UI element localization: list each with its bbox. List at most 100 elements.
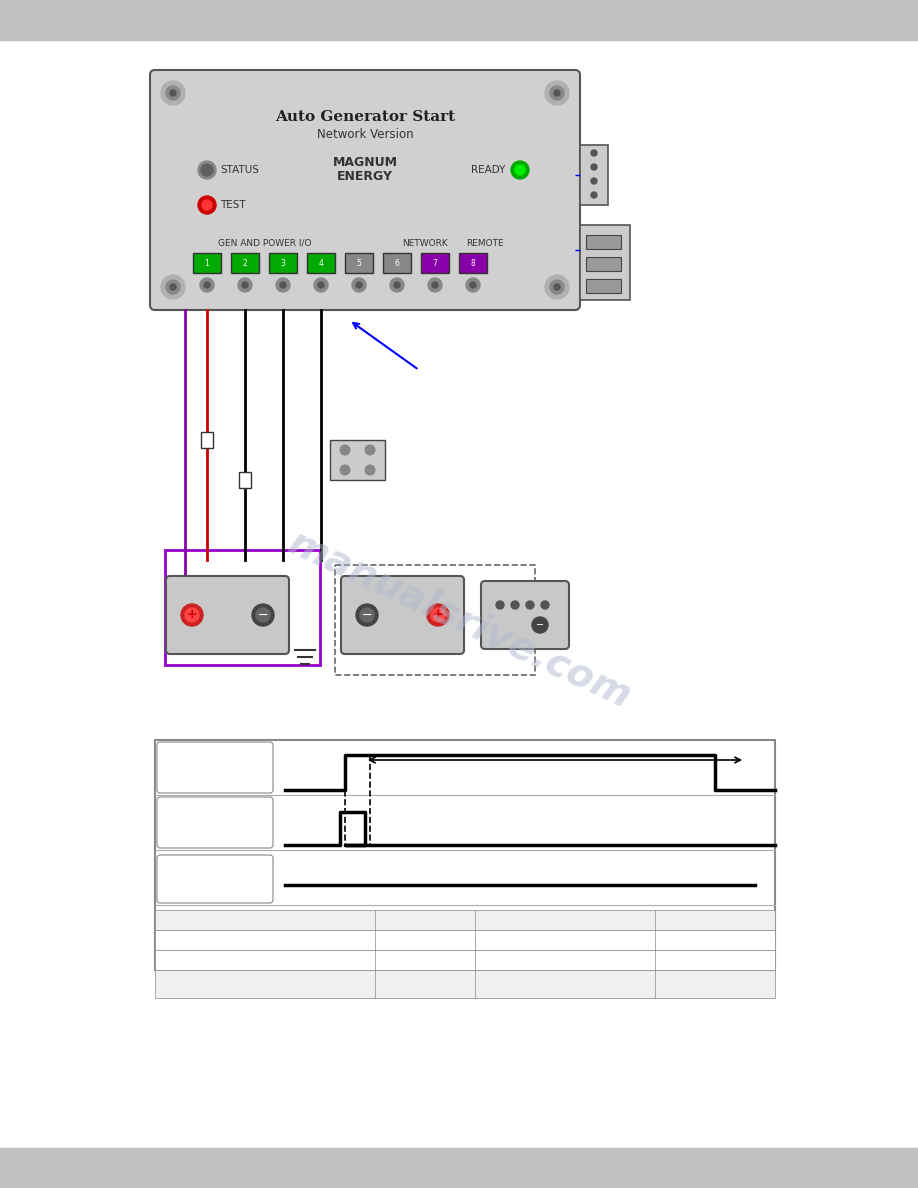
Circle shape <box>591 150 597 156</box>
Circle shape <box>198 162 216 179</box>
FancyBboxPatch shape <box>157 855 273 903</box>
Circle shape <box>352 278 366 292</box>
Circle shape <box>431 608 445 623</box>
Bar <box>421 253 449 273</box>
Circle shape <box>511 162 529 179</box>
Bar <box>586 279 621 293</box>
Circle shape <box>170 90 176 96</box>
Text: REMOTE: REMOTE <box>466 239 504 247</box>
Bar <box>155 950 775 969</box>
Text: 3: 3 <box>281 259 285 267</box>
Text: Auto Generator Start: Auto Generator Start <box>274 110 455 124</box>
Circle shape <box>204 282 210 287</box>
Circle shape <box>238 278 252 292</box>
Circle shape <box>276 278 290 292</box>
Circle shape <box>515 165 525 175</box>
FancyBboxPatch shape <box>341 576 464 655</box>
Circle shape <box>185 608 199 623</box>
Circle shape <box>170 284 176 290</box>
Bar <box>330 440 385 480</box>
Circle shape <box>550 86 564 100</box>
Circle shape <box>591 192 597 198</box>
Circle shape <box>202 200 212 210</box>
Text: −: − <box>536 620 544 630</box>
Bar <box>155 930 775 950</box>
Circle shape <box>496 601 504 609</box>
Circle shape <box>356 604 378 626</box>
FancyBboxPatch shape <box>157 742 273 794</box>
Bar <box>231 253 259 273</box>
Circle shape <box>541 601 549 609</box>
Circle shape <box>554 90 560 96</box>
Circle shape <box>526 601 534 609</box>
Text: +: + <box>186 608 197 621</box>
FancyBboxPatch shape <box>166 576 289 655</box>
Text: −: − <box>258 608 268 621</box>
Circle shape <box>166 86 180 100</box>
Bar <box>155 910 775 930</box>
FancyBboxPatch shape <box>481 581 569 649</box>
Text: 6: 6 <box>395 259 399 267</box>
Text: 2: 2 <box>242 259 247 267</box>
FancyBboxPatch shape <box>157 797 273 848</box>
Circle shape <box>161 274 185 299</box>
Bar <box>155 740 775 969</box>
Circle shape <box>318 282 324 287</box>
Circle shape <box>314 278 328 292</box>
Circle shape <box>242 282 248 287</box>
Circle shape <box>201 164 213 176</box>
Text: 4: 4 <box>319 259 323 267</box>
Circle shape <box>166 280 180 293</box>
Circle shape <box>545 274 569 299</box>
Bar <box>155 969 775 998</box>
Text: NETWORK: NETWORK <box>402 239 448 247</box>
Bar <box>269 253 297 273</box>
Circle shape <box>252 604 274 626</box>
Circle shape <box>360 608 374 623</box>
Circle shape <box>340 465 350 475</box>
Bar <box>335 565 535 675</box>
Text: manualsrive.com: manualsrive.com <box>283 524 637 716</box>
Circle shape <box>470 282 476 287</box>
Bar <box>0 1148 918 1188</box>
Bar <box>307 253 335 273</box>
Text: 1: 1 <box>205 259 209 267</box>
Bar <box>459 253 487 273</box>
FancyBboxPatch shape <box>150 70 580 310</box>
Circle shape <box>340 446 350 455</box>
Bar <box>580 225 630 301</box>
Circle shape <box>428 278 442 292</box>
Circle shape <box>427 604 449 626</box>
Circle shape <box>532 617 548 633</box>
Text: STATUS: STATUS <box>220 165 259 175</box>
Bar <box>580 145 608 206</box>
Circle shape <box>198 196 216 214</box>
Bar <box>239 472 251 488</box>
Text: 7: 7 <box>432 259 438 267</box>
Bar <box>0 0 918 40</box>
Bar <box>586 257 621 271</box>
Circle shape <box>550 280 564 293</box>
Text: READY: READY <box>471 165 505 175</box>
Circle shape <box>432 282 438 287</box>
Circle shape <box>280 282 286 287</box>
Text: 5: 5 <box>356 259 362 267</box>
Circle shape <box>591 178 597 184</box>
Circle shape <box>256 608 270 623</box>
Circle shape <box>545 81 569 105</box>
Bar <box>586 235 621 249</box>
Circle shape <box>365 465 375 475</box>
Circle shape <box>390 278 404 292</box>
Bar <box>165 550 320 665</box>
Bar <box>383 253 411 273</box>
Circle shape <box>591 164 597 170</box>
Bar <box>193 253 221 273</box>
Circle shape <box>511 601 519 609</box>
Circle shape <box>365 446 375 455</box>
Circle shape <box>161 81 185 105</box>
Text: GEN AND POWER I/O: GEN AND POWER I/O <box>218 239 312 247</box>
Circle shape <box>356 282 362 287</box>
Text: TEST: TEST <box>220 200 246 210</box>
Circle shape <box>200 278 214 292</box>
Bar <box>345 253 373 273</box>
